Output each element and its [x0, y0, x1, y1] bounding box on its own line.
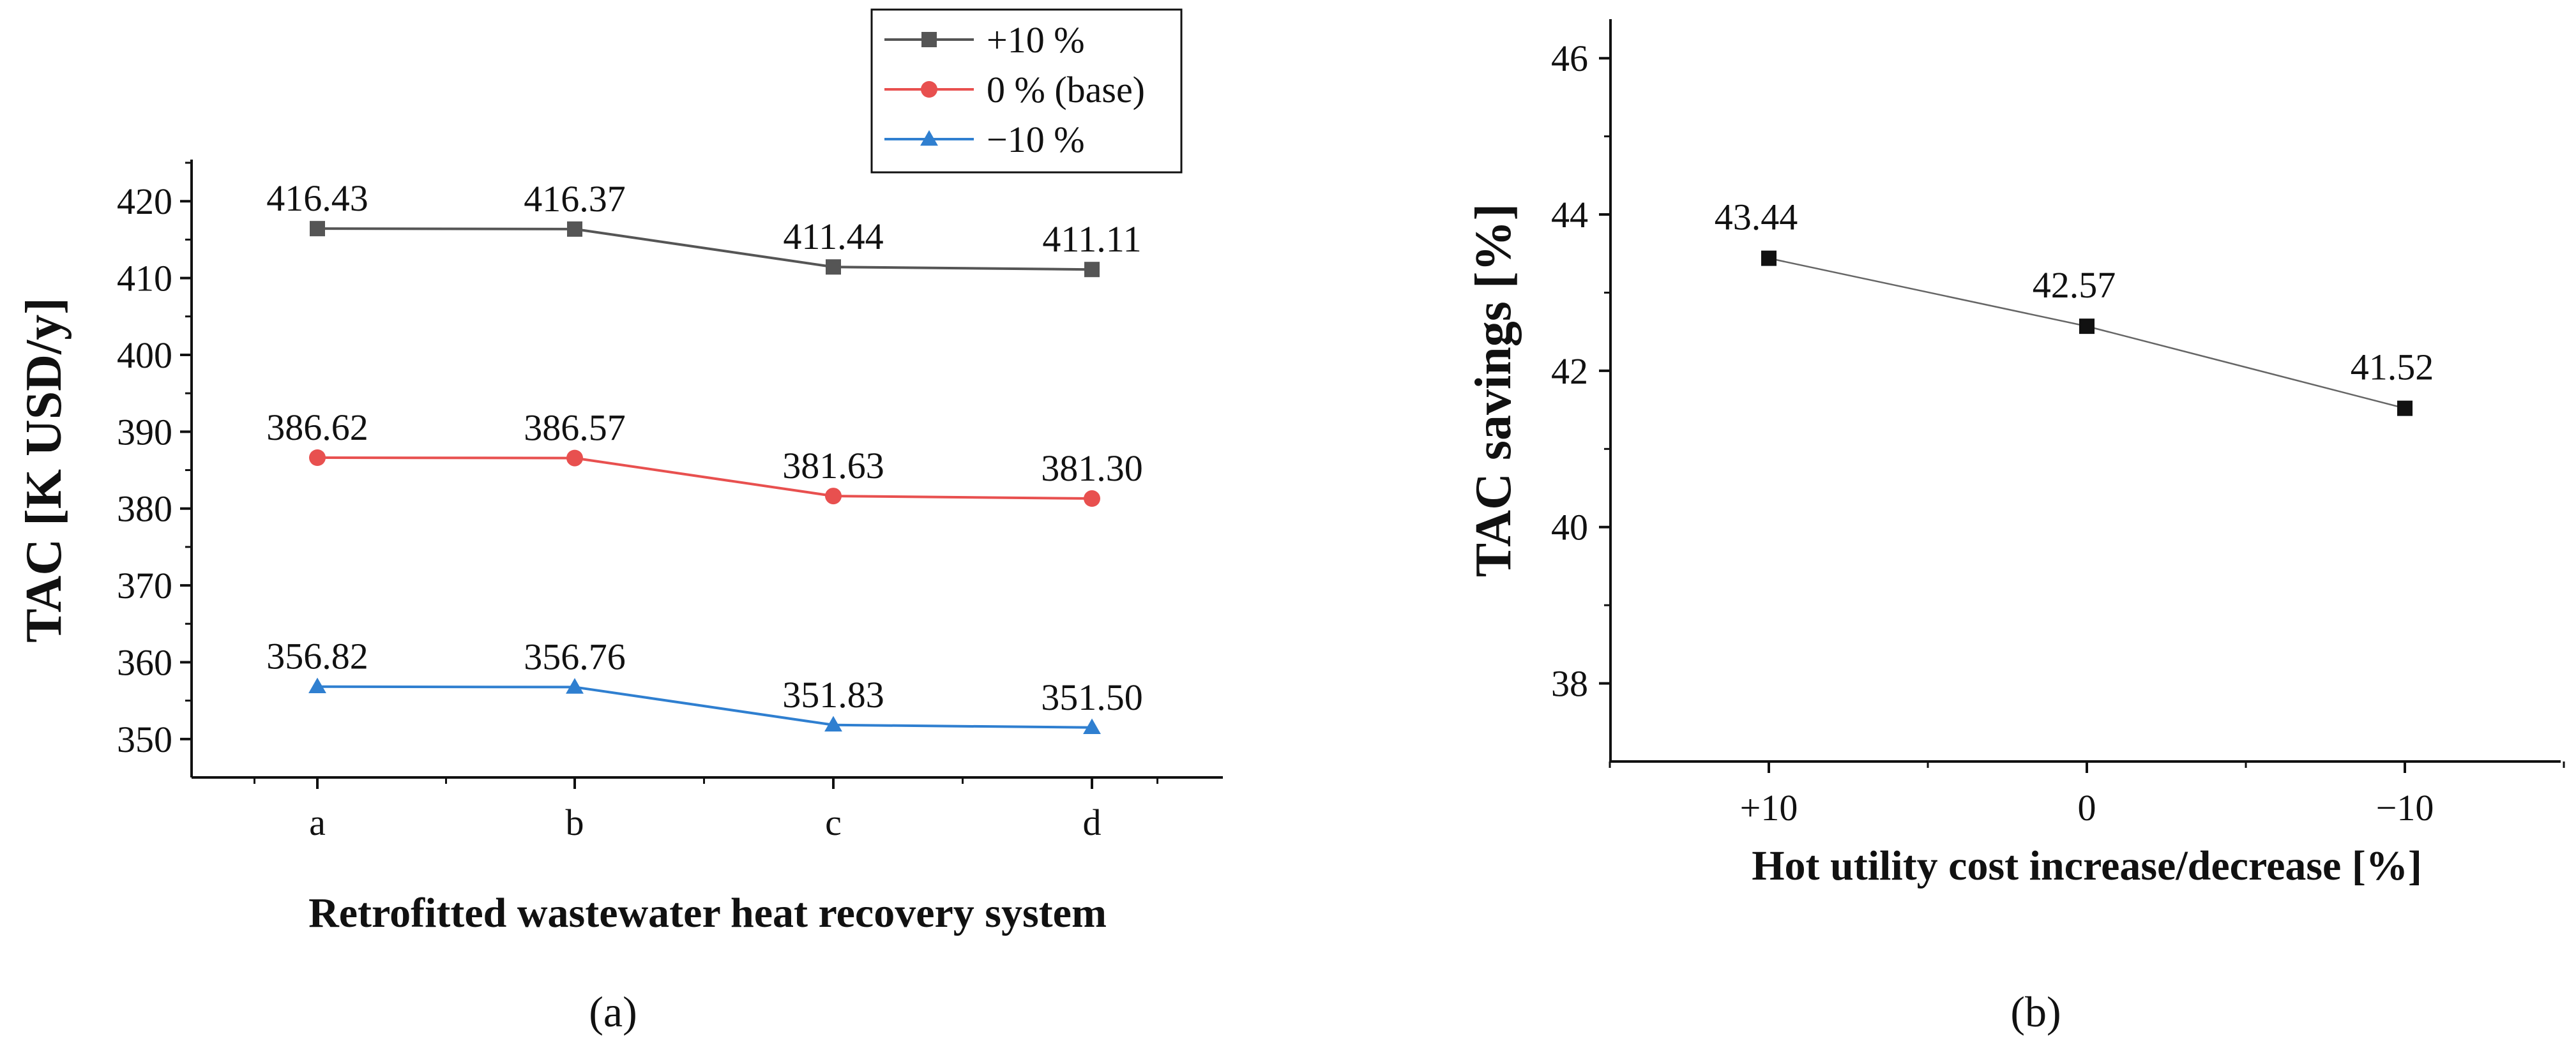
data-label: 411.44: [783, 216, 883, 257]
data-point: [1083, 718, 1101, 735]
series-line-1: [317, 456, 1093, 500]
y-tick-label: 410: [117, 258, 172, 299]
y-tick-label: 370: [117, 565, 172, 606]
panel-a-label: (a): [589, 987, 637, 1036]
data-point: [566, 678, 584, 694]
x-axis-title: Hot utility cost increase/decrease [%]: [1752, 843, 2422, 889]
data-label: 351.83: [782, 674, 884, 716]
y-tick-label: 40: [1551, 507, 1588, 548]
data-label: 356.82: [266, 636, 368, 677]
y-tick-label: 380: [117, 488, 172, 530]
y-tick-label: 38: [1551, 663, 1588, 705]
y-axis-title: TAC [K USD/y]: [16, 297, 72, 643]
legend-label: −10 %: [987, 119, 1085, 160]
data-point: [824, 716, 842, 732]
x-tick-label: 0: [2078, 787, 2096, 829]
legend: +10 % 0 % (base) −10 %: [870, 8, 1183, 174]
legend-marker: [921, 32, 937, 47]
panel-b-label: (b): [2010, 987, 2061, 1036]
series-line-2: [317, 685, 1093, 729]
panel-a-chart: 350 360 370 380 390 400 410 420 a b c d 416.43 416.37…: [16, 8, 1223, 936]
x-tick-label: d: [1083, 802, 1102, 843]
data-point: [566, 449, 583, 467]
data-label: 351.50: [1041, 677, 1143, 718]
legend-label: 0 % (base): [987, 69, 1145, 110]
y-tick-label: 400: [117, 334, 172, 376]
data-label: 42.57: [2033, 264, 2116, 306]
data-point: [1084, 490, 1100, 507]
data-label: 386.62: [266, 407, 368, 448]
x-tick-label: a: [309, 802, 326, 843]
data-point: [309, 449, 326, 466]
legend-label: +10 %: [987, 19, 1085, 61]
data-label: 41.52: [2351, 347, 2434, 388]
data-label: 43.44: [1715, 197, 1798, 238]
data-label: 416.43: [266, 177, 368, 219]
y-tick-label: 350: [117, 719, 172, 760]
data-point: [826, 259, 841, 275]
data-label: 386.57: [524, 407, 626, 449]
y-tick-label: 360: [117, 641, 172, 683]
x-tick-label: b: [566, 802, 584, 843]
data-point: [2079, 319, 2095, 334]
y-tick-label: 46: [1551, 38, 1588, 79]
series-line-0: [317, 227, 1093, 271]
panel-b-chart: 38 40 42 44 46 +10 0 −10 43.44 42.57 41.52 Hot util…: [1466, 19, 2565, 889]
data-label: 356.76: [524, 636, 626, 677]
legend-marker: [921, 81, 937, 98]
data-label: 381.63: [782, 445, 884, 486]
y-tick-label: 44: [1551, 194, 1588, 236]
x-tick-label: −10: [2376, 787, 2434, 829]
y-tick-label: 420: [117, 181, 172, 222]
data-point: [1084, 262, 1100, 278]
x-tick-label: c: [825, 802, 842, 843]
data-point: [310, 221, 325, 237]
data-point: [2397, 400, 2413, 416]
y-tick-label: 390: [117, 411, 172, 453]
data-point: [1761, 250, 1777, 266]
legend-marker: [920, 130, 938, 146]
y-axis-title: TAC savings [%]: [1466, 204, 1522, 577]
x-axis-title: Retrofitted wastewater heat recovery sys…: [308, 890, 1107, 936]
data-point: [567, 221, 582, 237]
data-point: [308, 677, 326, 693]
data-label: 381.30: [1041, 447, 1143, 489]
data-point: [825, 488, 842, 505]
y-tick-label: 42: [1551, 350, 1588, 392]
x-tick-label: +10: [1740, 787, 1798, 829]
data-label: 416.37: [524, 178, 626, 220]
data-label: 411.11: [1042, 218, 1141, 260]
